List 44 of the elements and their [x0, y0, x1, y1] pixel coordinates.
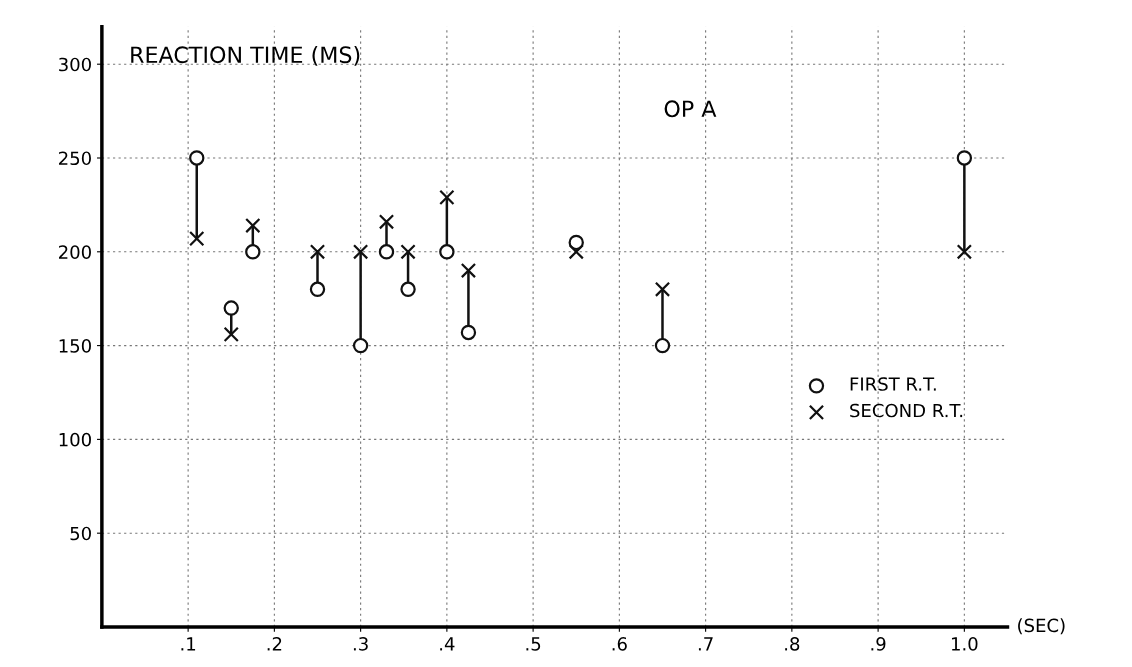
point: [439, 189, 455, 206]
point: [309, 281, 326, 298]
y-tick-label: 50: [70, 526, 91, 541]
point: [223, 326, 239, 343]
point: [189, 230, 205, 247]
x-tick-label: .5: [526, 637, 541, 651]
point: [460, 262, 477, 279]
y-tick-label: 250: [59, 151, 91, 166]
text: REACTION TIME (MS): [131, 45, 360, 66]
x-tick-label: .8: [785, 637, 800, 651]
x-tick-label: 1.0: [951, 637, 978, 651]
x-tick-label: .1: [181, 637, 196, 651]
x-tick-label: .4: [440, 637, 455, 651]
point: [245, 217, 261, 234]
y-tick-label: 300: [59, 57, 91, 72]
point: [245, 244, 261, 260]
x-tick-label: .9: [871, 637, 886, 651]
point: [352, 337, 369, 354]
x-axis-title: (SEC): [1018, 618, 1065, 635]
x-tick-label: .3: [353, 637, 368, 651]
x-tick-label: .6: [612, 637, 627, 651]
point: [460, 324, 477, 341]
point: [654, 281, 671, 298]
y-tick-label: 200: [59, 245, 91, 259]
legend-label: SECOND R.T.: [850, 403, 963, 418]
point: [956, 150, 973, 166]
x-tick-label: .2: [267, 637, 282, 651]
point: [223, 300, 239, 316]
point: [189, 150, 205, 166]
y-tick-label: 100: [59, 432, 91, 447]
point: [400, 244, 416, 260]
point: [568, 244, 584, 260]
point: [309, 244, 326, 260]
annotation: OP A: [664, 100, 717, 118]
point: [378, 214, 395, 230]
y-tick-label: 150: [59, 339, 91, 353]
legend-label: FIRST R.T.: [850, 377, 936, 391]
point: [956, 244, 973, 260]
point: [352, 244, 369, 260]
point: [439, 244, 455, 260]
point: [378, 244, 395, 260]
x-tick-label: .7: [698, 637, 713, 651]
point: [654, 337, 671, 354]
point: [400, 281, 416, 298]
